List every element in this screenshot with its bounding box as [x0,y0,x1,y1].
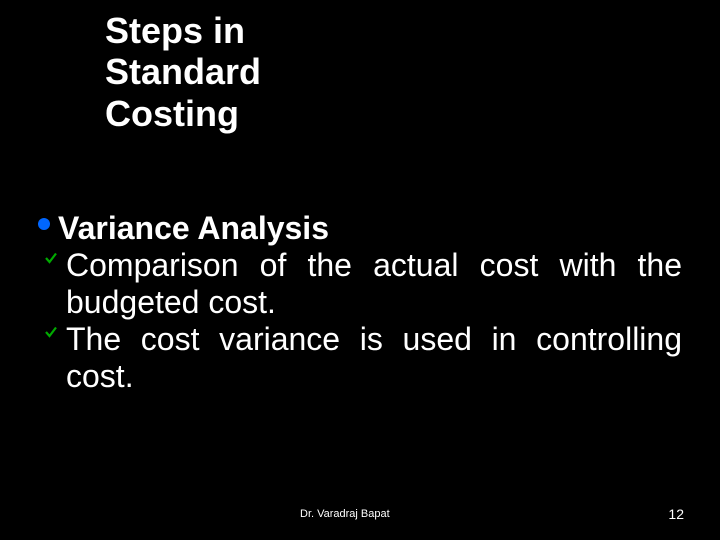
list-item: Comparison of the actual cost with the b… [38,247,682,321]
heading-text: Variance Analysis [58,210,329,247]
footer-author: Dr. Varadraj Bapat [300,508,390,520]
list-item-text: The cost variance is used in controlling… [66,321,682,395]
list-item-text: Comparison of the actual cost with the b… [66,247,682,321]
slide-title: Steps in Standard Costing [105,10,261,134]
check-icon [44,325,58,344]
disc-bullet-icon [38,218,50,230]
page-number: 12 [668,506,684,522]
slide-body: Variance Analysis Comparison of the actu… [38,210,682,395]
list-item: The cost variance is used in controlling… [38,321,682,395]
title-line-1: Steps in [105,10,261,51]
check-icon [44,251,58,270]
title-line-3: Costing [105,93,261,134]
heading-row: Variance Analysis [38,210,682,247]
title-line-2: Standard [105,51,261,92]
